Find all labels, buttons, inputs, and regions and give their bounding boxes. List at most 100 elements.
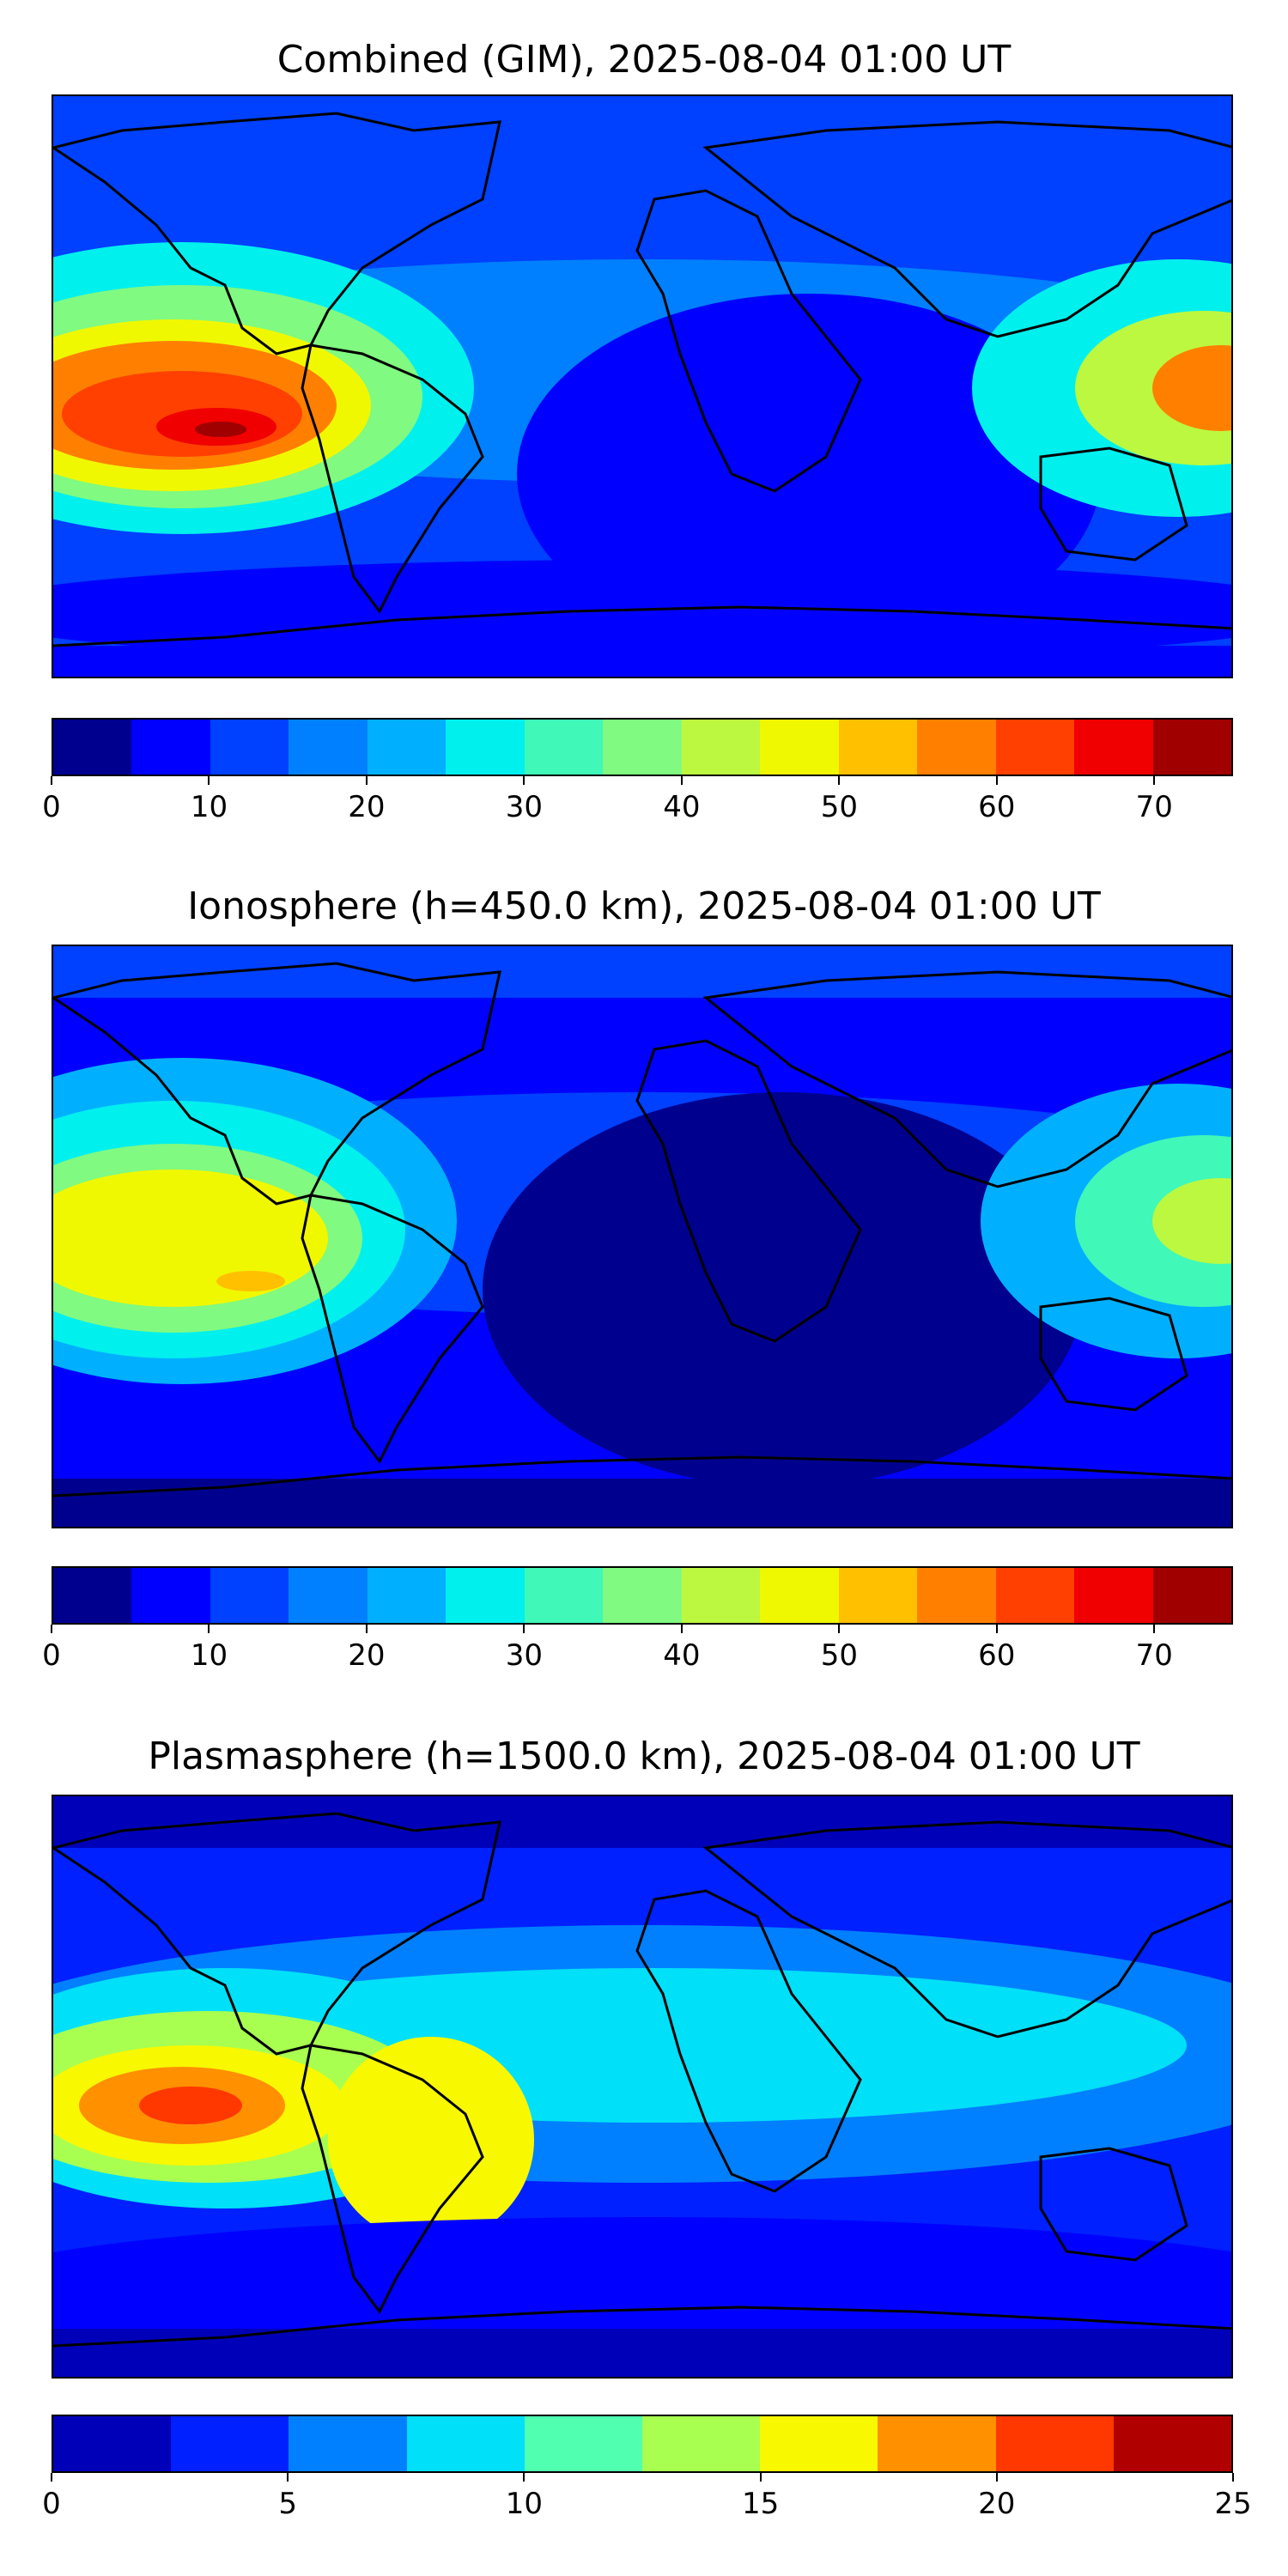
coast-australia [1039,447,1188,562]
colorbar-segment [681,1568,761,1623]
colorbar-tick-label: 30 [505,790,544,824]
colorbar-segment [1152,1568,1232,1623]
colorbar-tick-label: 10 [190,790,228,824]
coastlines [53,1812,1231,2348]
colorbar-segment [53,2416,172,2471]
colorbar-segment [838,1568,918,1623]
colorbar-tick [995,2473,998,2482]
colorbar-segment [446,1568,525,1623]
colorbar-segment [995,2416,1114,2471]
coast-south-america [301,2044,484,2314]
colorbar-tick [838,1625,841,1633]
colorbar-tick [365,1625,368,1633]
colorbar-segment [53,720,132,775]
colorbar-segment [446,720,525,775]
colorbar-segment [210,720,289,775]
colorbar-ticks-plasmasphere: 0 5 10 15 20 25 [42,2473,1252,2524]
colorbar-segment [838,720,918,775]
coast-asia [702,1820,1231,2038]
colorbar-segment [1074,720,1153,775]
colorbar-tick-label: 70 [1135,790,1173,824]
panel-title-plasmasphere: Plasmasphere (h=1500.0 km), 2025-08-04 0… [148,1735,1140,1778]
colorbar-segment [760,2416,878,2471]
colorbar-segment [760,1568,839,1623]
map-combined [52,94,1233,678]
colorbar-tick [365,776,368,785]
map-ionosphere [52,945,1233,1528]
colorbar-segment [289,1568,368,1623]
colorbar-segment [603,1568,682,1623]
colorbar-segment [917,1568,996,1623]
coastlines [53,112,1231,647]
coast-south-america [301,343,484,614]
colorbar-tick-label: 15 [741,2487,780,2521]
coast-south-america [301,1194,484,1464]
colorbar-segment [760,720,839,775]
colorbar-ticks-ionosphere: 0 10 20 30 40 50 60 70 [42,1625,1233,1676]
colorbar-combined [52,718,1233,776]
colorbar-tick-label: 10 [505,2487,544,2521]
colorbar-segment [367,720,447,775]
asia-anomaly-3 [1152,345,1231,431]
colorbar-tick-label: 20 [978,2487,1016,2521]
colorbar-tick-label: 20 [348,1638,386,1673]
atlantic-low [483,1092,1084,1487]
high-lat-south-band [53,1479,1231,1527]
colorbar-segment [210,1568,289,1623]
colorbar-tick [759,2473,762,2482]
colorbar-ticks-combined: 0 10 20 30 40 50 60 70 [42,776,1233,828]
colorbar-segment [1113,2416,1232,2471]
colorbar-tick-label: 20 [348,790,386,824]
coast-australia [1039,1297,1188,1412]
colorbar-tick [1153,1625,1156,1633]
colorbar-tick-label: 10 [190,1638,228,1673]
high-lat-south-band [53,646,1231,677]
colorbar-ionosphere [52,1566,1233,1625]
colorbar-tick [51,776,52,785]
colorbar-tick-label: 0 [42,2487,61,2521]
colorbar-segment [289,720,368,775]
colorbar-segment [1152,720,1232,775]
colorbar-segment [131,720,210,775]
colorbar-segment [603,720,682,775]
coast-antarctica [53,2306,1231,2348]
coast-north-america [53,112,501,355]
colorbar-tick-label: 25 [1214,2487,1252,2521]
colorbar-segment [995,1568,1075,1623]
high-lat-north-band [53,946,1231,998]
colorbar-tick [208,776,210,785]
tec-contours [53,946,1231,1527]
colorbar-segment [406,2416,525,2471]
colorbar-tick-label: 60 [978,790,1016,824]
colorbar-segment [524,720,604,775]
colorbar-tick [523,1625,526,1633]
map-combined-svg [53,96,1231,677]
colorbar-tick [1232,2473,1234,2482]
colorbar-tick [995,776,998,785]
colorbar-tick-label: 40 [663,1638,701,1673]
map-ionosphere-svg [53,946,1231,1527]
panel-title-ionosphere: Ionosphere (h=450.0 km), 2025-08-04 01:0… [187,884,1101,928]
colorbar-tick [680,1625,683,1633]
colorbar-tick [995,1625,998,1633]
colorbar-tick [523,2473,526,2482]
coast-asia [702,120,1231,338]
tec-contours [53,96,1231,677]
south-band [53,560,1231,663]
pacific-anomaly-5 [216,1271,285,1291]
colorbar-tick-label: 5 [278,2487,298,2521]
coast-antarctica [53,605,1231,647]
colorbar-tick [838,776,841,785]
colorbar-segment [995,720,1075,775]
colorbar-segment [367,1568,447,1623]
colorbar-segment [681,720,761,775]
map-plasmasphere [52,1795,1233,2379]
colorbar-tick [680,776,683,785]
colorbar-tick-label: 60 [978,1638,1016,1673]
colorbar-tick-label: 0 [42,1638,61,1673]
colorbar-tick-label: 70 [1135,1638,1173,1673]
colorbar-segment [1074,1568,1153,1623]
high-lat-south-band [53,2329,1231,2377]
coast-australia [1039,2147,1188,2262]
colorbar-plasmasphere [52,2415,1233,2473]
